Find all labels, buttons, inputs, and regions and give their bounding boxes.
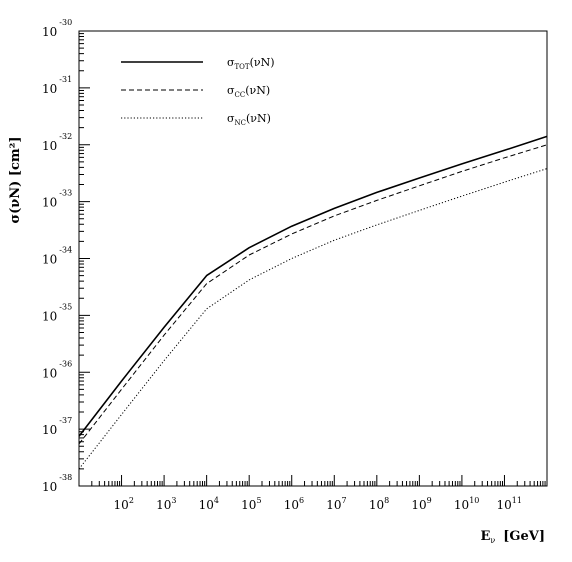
y-tick-labels: 10-30 10-31 10-32 10-33 10-34 10-35 10-36 10-37…	[42, 18, 72, 494]
legend: σTOT(νN) σCC(νN) σNC(νN)	[121, 56, 275, 127]
legend-label-cc: σCC(νN)	[227, 84, 270, 99]
x-tick-label: 107	[326, 496, 346, 512]
x-tick-label: 104	[199, 496, 219, 512]
x-tick-label: 109	[411, 496, 431, 512]
y-tick-label: 10-30	[42, 18, 72, 39]
x-tick-labels: 102 103 104 105 106 107 108 109 1010 1011	[114, 496, 522, 512]
y-tick-label: 10-36	[42, 359, 72, 380]
x-axis-label: Eν [GeV]	[480, 529, 545, 545]
series-line-cc	[78, 144, 548, 445]
x-tick-label: 105	[241, 496, 261, 512]
y-tick-label: 10-37	[42, 416, 72, 437]
y-tick-label: 10-38	[42, 473, 72, 494]
y-tick-label: 10-31	[42, 75, 72, 96]
y-tick-label: 10-34	[42, 246, 72, 267]
x-tick-label: 102	[114, 496, 134, 512]
axis-ticks	[78, 33, 546, 487]
x-tick-label: 103	[156, 496, 176, 512]
x-tick-label: 108	[369, 496, 389, 512]
x-tick-label: 106	[284, 496, 304, 512]
legend-label-tot: σTOT(νN)	[227, 56, 275, 71]
x-tick-label: 1011	[496, 496, 521, 512]
series-line-nc	[78, 168, 548, 470]
legend-label-nc: σNC(νN)	[227, 112, 271, 127]
y-tick-label: 10-35	[42, 302, 72, 323]
y-tick-label: 10-33	[42, 189, 72, 210]
series-line-tot	[78, 135, 548, 437]
y-tick-label: 10-32	[42, 132, 72, 153]
plot-frame	[78, 30, 548, 487]
series-lines	[78, 135, 548, 470]
x-tick-label: 1010	[454, 496, 479, 512]
y-axis-label: σ(νN) [cm²]	[8, 137, 23, 224]
